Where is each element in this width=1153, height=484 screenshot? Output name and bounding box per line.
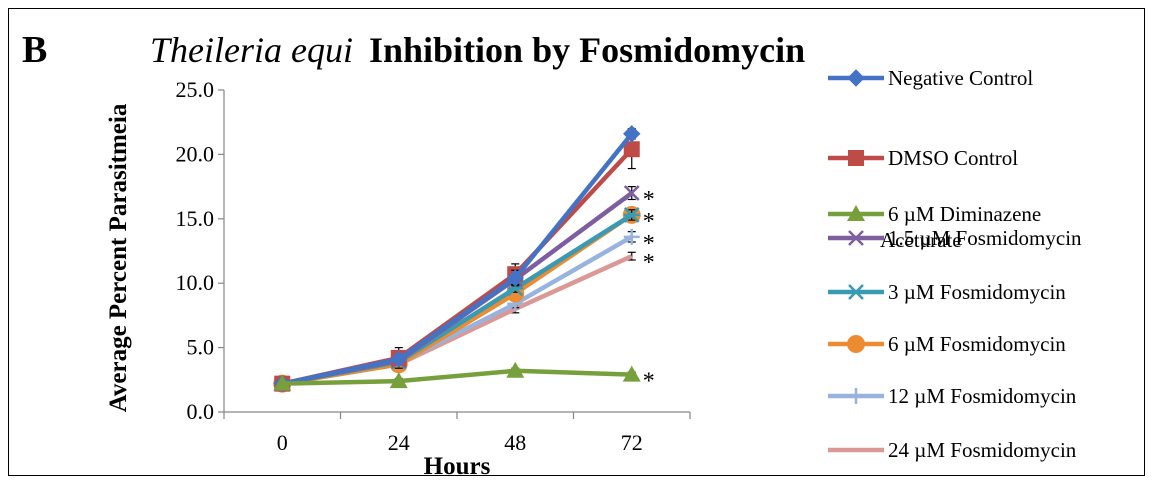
legend-item-6: 6 µM Fosmidomycin <box>828 332 1066 356</box>
legend-item-5: 3 µM Fosmidomycin <box>828 280 1066 304</box>
series-3 <box>273 361 641 391</box>
series-5 <box>274 207 640 392</box>
chart-title-rest: Inhibition by Fosmidomycin <box>369 30 805 70</box>
x-tick-label: 0 <box>277 430 288 455</box>
significance-mark: * <box>643 187 655 213</box>
legend-label: 6 µM Diminazene Aceturate <box>880 202 1041 252</box>
series-line <box>281 132 634 386</box>
data-point <box>273 374 292 391</box>
data-point <box>623 141 640 158</box>
legend-marker <box>848 150 864 166</box>
data-point <box>623 207 640 223</box>
legend-item-7: 12 µM Fosmidomycin <box>828 384 1077 408</box>
series-line <box>281 213 633 386</box>
x-axis-label: Hours <box>424 453 491 480</box>
legend-marker <box>848 230 864 246</box>
x-tick-label: 48 <box>504 430 526 455</box>
y-tick-label: 5.0 <box>187 335 215 360</box>
data-point <box>623 185 640 201</box>
legend-item-1: Negative Control <box>828 66 1033 90</box>
legend-label: 3 µM Fosmidomycin <box>888 280 1066 304</box>
y-tick-label: 10.0 <box>176 270 215 295</box>
y-axis-label: Average Percent Parasitmeia <box>105 103 132 412</box>
legend-marker <box>847 335 865 353</box>
significance-mark: * <box>643 369 655 395</box>
panel-letter: B <box>22 29 47 71</box>
x-tick-label: 24 <box>388 430 410 455</box>
legend-label-line: 6 µM Diminazene <box>888 202 1041 226</box>
series-1 <box>273 125 641 393</box>
series-line <box>282 368 632 386</box>
legend-label: 1.5 µM Fosmidomycin <box>888 226 1082 250</box>
legend-label: 6 µM Fosmidomycin <box>888 332 1066 356</box>
x-tick-label: 72 <box>621 430 643 455</box>
data-point <box>622 365 641 382</box>
legend-item-2: DMSO Control <box>828 146 1018 170</box>
legend-marker <box>848 388 864 404</box>
chart-title-italic: Theileria equi <box>150 30 353 70</box>
data-point <box>623 125 641 143</box>
y-tick-label: 15.0 <box>176 206 215 231</box>
figure-frame <box>8 8 1145 476</box>
data-point <box>389 372 408 389</box>
legend-marker <box>847 69 865 87</box>
legend-label: Negative Control <box>888 66 1033 90</box>
y-tick-label: 0.0 <box>187 399 215 424</box>
legend: Negative Control DMSO Control 6 µM Diminaz… <box>828 66 1082 462</box>
legend-label: DMSO Control <box>888 146 1018 170</box>
series-6 <box>273 205 641 393</box>
data-point <box>623 228 640 245</box>
legend-label: 12 µM Fosmidomycin <box>888 384 1077 408</box>
significance-mark: * <box>643 250 655 276</box>
axes: 0.0 5.0 10.0 15.0 20.0 25.0 0 24 48 72 <box>176 77 691 455</box>
legend-marker <box>847 205 865 221</box>
significance-mark: * <box>643 231 655 257</box>
data-point <box>506 361 525 378</box>
series-line <box>281 213 634 386</box>
legend-label: 24 µM Fosmidomycin <box>888 438 1077 462</box>
data-point <box>390 350 408 368</box>
series-line <box>281 234 633 386</box>
y-tick-label: 20.0 <box>176 141 215 166</box>
legend-item-4: 1.5 µM Fosmidomycin <box>828 226 1082 250</box>
legend-item-3: 6 µM Diminazene Aceturate <box>828 202 1041 252</box>
series-line <box>281 191 634 386</box>
y-tick-label: 25.0 <box>176 77 215 102</box>
series-4 <box>274 185 640 392</box>
series-7 <box>274 228 640 392</box>
legend-label-line: Aceturate <box>880 228 962 252</box>
legend-marker <box>848 284 864 300</box>
chart-title: Theileria equi Inhibition by Fosmidomycin <box>150 30 805 70</box>
plot-area: ***** <box>273 125 655 395</box>
series-2 <box>274 129 640 392</box>
significance-mark: * <box>643 209 655 235</box>
legend-item-8: 24 µM Fosmidomycin <box>828 438 1077 462</box>
data-point <box>506 269 524 287</box>
